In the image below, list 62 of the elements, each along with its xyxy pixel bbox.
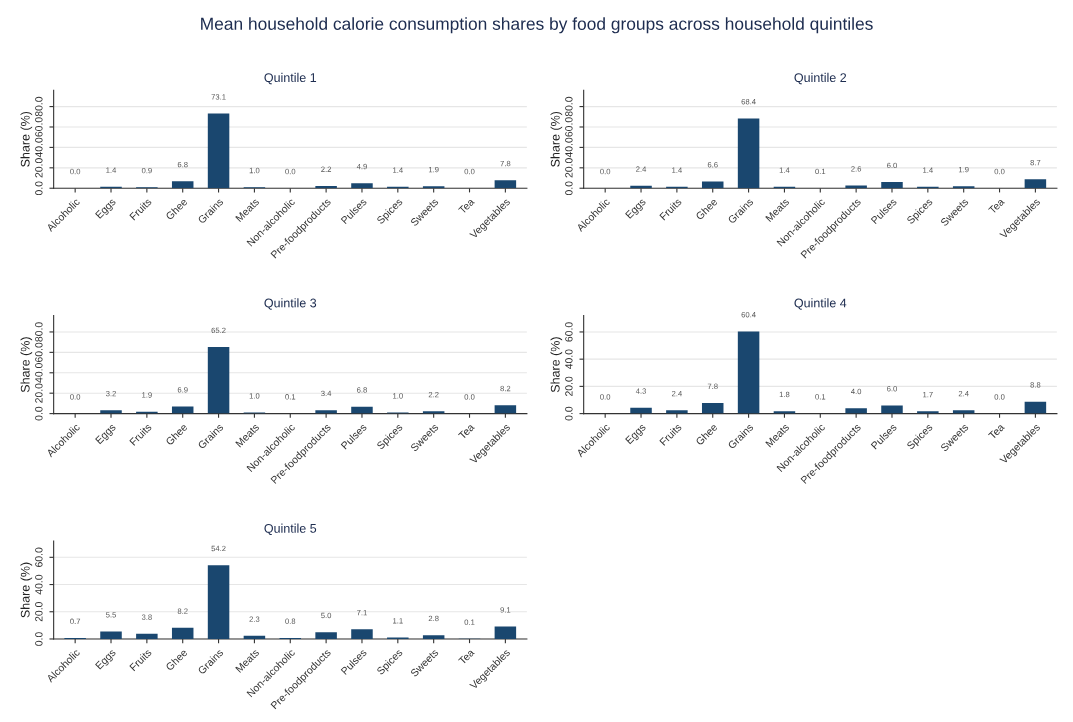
y-tick-label: 0.0 xyxy=(35,181,43,196)
bar xyxy=(881,182,903,189)
text: Mean household calorie consumption shares by food groups across household quintiles xyxy=(201,17,873,34)
bar xyxy=(422,635,445,639)
y-tick-label: 20.0 xyxy=(35,158,43,178)
bar xyxy=(351,183,373,189)
y-tick-label: 80.0 xyxy=(565,96,573,117)
chart-title: Quintile 4 xyxy=(794,298,847,310)
chart-title: Quintile 3 xyxy=(264,298,317,310)
bar xyxy=(701,402,724,414)
bar xyxy=(171,181,194,189)
bar xyxy=(845,408,867,414)
y-tick-label: 40.0 xyxy=(35,574,43,595)
y-tick-label: 20.0 xyxy=(35,602,43,622)
y-tick-label: 80.0 xyxy=(35,96,43,117)
y-tick-label: 60.0 xyxy=(35,547,43,567)
y-tick-label: 20.0 xyxy=(35,383,43,403)
bar xyxy=(666,410,688,414)
bar xyxy=(737,331,760,414)
y-tick-label: 80.0 xyxy=(35,322,43,342)
bar xyxy=(494,626,517,639)
y-tick-label: 20.0 xyxy=(565,158,573,178)
bar xyxy=(171,627,194,639)
y-tick-label: 40.0 xyxy=(35,137,43,158)
y-axis-title: Share (%) xyxy=(20,562,33,618)
y-tick-label: 20.0 xyxy=(565,376,573,396)
y-tick-label: 60.0 xyxy=(35,117,43,137)
y-tick-label: 0.0 xyxy=(35,632,43,646)
bar xyxy=(351,629,373,639)
bar xyxy=(100,410,122,414)
y-tick-label: 40.0 xyxy=(565,349,573,370)
y-tick-label: 60.0 xyxy=(35,342,43,362)
bar xyxy=(494,180,517,189)
bar xyxy=(315,632,337,639)
bar xyxy=(136,633,158,639)
bar xyxy=(737,118,760,189)
chart-title: Quintile 2 xyxy=(794,72,847,85)
bar xyxy=(881,405,903,414)
y-axis-title: Share (%) xyxy=(20,111,33,167)
y-tick-label: 0.0 xyxy=(565,406,573,421)
bar xyxy=(952,410,975,414)
bar xyxy=(701,181,724,189)
bar xyxy=(207,113,230,189)
y-axis-title: Share (%) xyxy=(550,337,563,393)
y-tick-label: 60.0 xyxy=(565,322,573,342)
bar xyxy=(207,565,230,639)
chart-title: Quintile 5 xyxy=(264,523,317,536)
bar xyxy=(315,185,337,189)
y-tick-label: 60.0 xyxy=(565,117,573,137)
y-tick-label: 40.0 xyxy=(35,363,43,383)
bar xyxy=(243,635,266,639)
y-tick-label: 0.0 xyxy=(35,406,43,421)
bar xyxy=(494,405,517,414)
y-tick-label: 0.0 xyxy=(565,181,573,196)
y-axis-title: Share (%) xyxy=(20,337,33,393)
y-axis-title: Share (%) xyxy=(550,111,563,167)
bar xyxy=(1024,401,1047,414)
bar xyxy=(1024,179,1047,189)
y-tick-label: 40.0 xyxy=(565,137,573,158)
chart-title: Quintile 1 xyxy=(264,72,317,85)
bar xyxy=(100,631,122,639)
bar xyxy=(207,347,230,414)
